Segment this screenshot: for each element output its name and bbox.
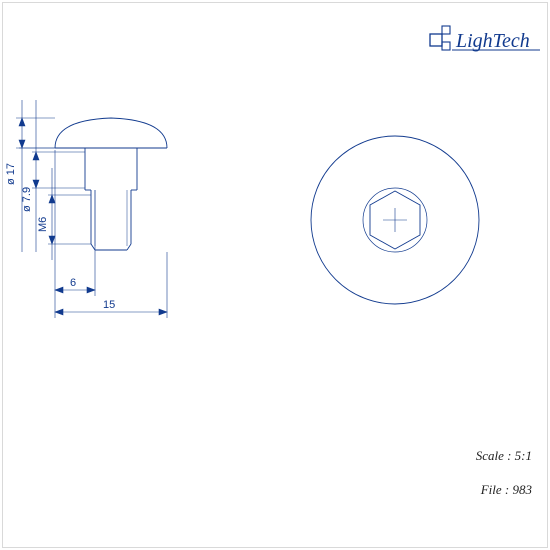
file-note: File : 983 — [481, 482, 532, 498]
scale-note: Scale : 5:1 — [476, 448, 532, 464]
page-border — [2, 2, 548, 548]
